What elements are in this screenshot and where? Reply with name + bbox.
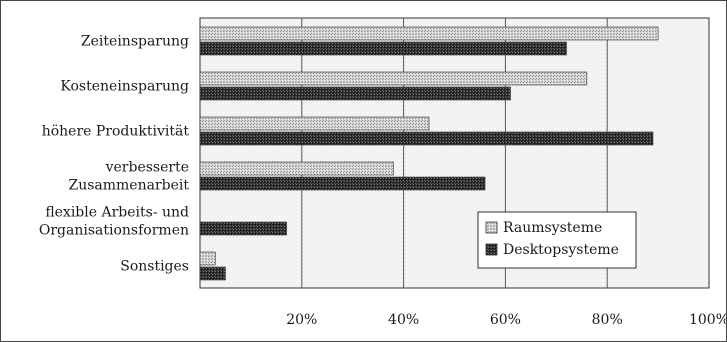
bar-desktopsysteme-2 (199, 131, 654, 146)
bars (199, 26, 659, 281)
x-tick-label-60: 60% (490, 312, 521, 328)
bar-desktopsysteme-1 (199, 86, 511, 101)
x-tick-labels: 20% 40% 60% 80% 100% (286, 312, 726, 328)
legend-label-desktopsysteme: Desktopsysteme (503, 242, 619, 258)
category-label-0: Zeiteinsparung (81, 34, 189, 50)
bar-desktopsysteme-3 (199, 176, 486, 191)
category-label-3: verbesserte Zusammenarbeit (68, 160, 189, 194)
bar-raumsysteme-1 (199, 71, 588, 86)
x-tick-label-20: 20% (286, 312, 317, 328)
bar-desktopsysteme-0 (199, 41, 567, 56)
bar-raumsysteme-5 (199, 251, 216, 266)
x-tick-label-40: 40% (388, 312, 419, 328)
bar-raumsysteme-3 (199, 161, 394, 176)
bar-raumsysteme-0 (199, 26, 659, 41)
bar-desktopsysteme-4 (199, 221, 287, 236)
category-label-2: höhere Produktivität (42, 124, 190, 140)
category-label-4: flexible Arbeits- und Organisationsformen (39, 205, 189, 239)
bar-desktopsysteme-5 (199, 266, 226, 281)
category-label-1: Kosteneinsparung (60, 79, 189, 95)
x-tick-label-80: 80% (592, 312, 623, 328)
legend-label-raumsysteme: Raumsysteme (503, 220, 602, 236)
legend-swatch-desktopsysteme (485, 243, 498, 256)
legend: Raumsysteme Desktopsysteme (477, 211, 637, 269)
category-label-5: Sonstiges (120, 259, 189, 275)
bar-raumsysteme-2 (199, 116, 430, 131)
grid-lines (301, 18, 608, 288)
x-tick-label-100: 100% (689, 312, 726, 328)
legend-box (477, 211, 637, 269)
legend-swatch-raumsysteme (485, 221, 498, 234)
category-labels: Zeiteinsparung Kosteneinsparung höhere Pro… (39, 34, 189, 275)
